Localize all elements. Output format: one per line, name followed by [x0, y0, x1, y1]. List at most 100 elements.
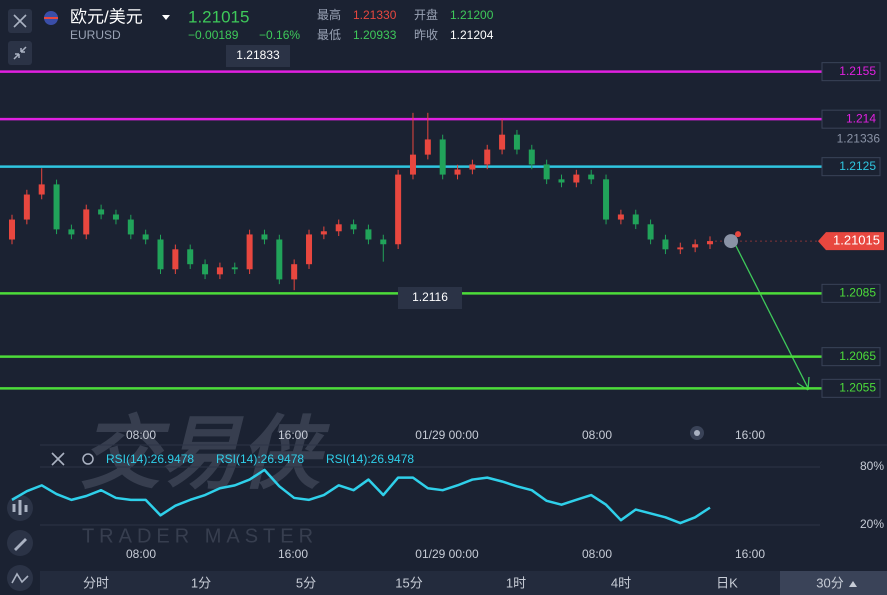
candle-body	[306, 234, 313, 265]
price-level-label: 1.2065	[839, 349, 876, 363]
prev-close-label: 昨收	[414, 28, 438, 42]
info-marker[interactable]	[724, 234, 738, 249]
candle-body	[409, 154, 416, 175]
high-label: 最高	[317, 7, 341, 22]
candle-body	[246, 234, 253, 270]
candle-body	[23, 194, 30, 220]
low-label: 最低	[317, 28, 341, 42]
symbol-code: EURUSD	[70, 28, 121, 42]
price-change-pct: −0.16%	[259, 28, 300, 42]
rsi-label: RSI(14):26.9478	[326, 452, 414, 466]
watermark-text: TRADER MASTER	[82, 525, 318, 547]
info-marker-dot	[735, 231, 741, 238]
rsi-line	[11, 468, 711, 525]
rsi-time-label: 16:00	[278, 547, 308, 561]
candle-body	[528, 149, 535, 165]
last-price-tag	[818, 232, 884, 251]
timeframe-tab[interactable]: 日K	[716, 575, 738, 590]
price-level-tag	[821, 283, 881, 303]
candle-body	[617, 214, 624, 220]
price-change: −0.00189	[188, 28, 239, 42]
price-level-label: 1.2055	[839, 381, 876, 395]
watermark-logo: 交易侠	[80, 409, 331, 498]
shrink-icon	[13, 46, 27, 60]
candle-body	[320, 231, 327, 235]
candle-body	[216, 267, 223, 275]
high-marker-label: 1.21336	[837, 132, 881, 146]
chart-layer: 1.2155 1.214 1.2125 1.2085 1.2065 1.2055 1.213…	[0, 45, 884, 590]
price-level-tag	[821, 62, 881, 82]
candle-body	[647, 224, 654, 240]
rsi-tick-label: 80%	[860, 459, 884, 473]
candle-body	[543, 164, 550, 180]
candle-body	[261, 234, 268, 240]
open-value: 1.21200	[450, 8, 494, 22]
price-level-tag	[821, 109, 881, 129]
candle-body	[603, 179, 610, 220]
timeframe-tab[interactable]: 分时	[83, 575, 109, 590]
left-toolbar	[7, 9, 94, 591]
candle-body	[231, 267, 238, 270]
rsi-label: RSI(14):26.9478	[216, 452, 304, 466]
candle-body	[38, 184, 45, 195]
tab-bar	[40, 571, 887, 595]
timeframe-tab[interactable]: 5分	[296, 575, 316, 590]
price-level-tag	[821, 157, 881, 177]
candle-body	[439, 139, 446, 175]
symbol-name[interactable]: 欧元/美元	[70, 7, 143, 26]
timeframe-tab[interactable]: 4时	[611, 575, 631, 590]
symbol-dropdown[interactable]	[162, 15, 170, 20]
time-label: 16:00	[278, 428, 308, 442]
candle-body	[573, 174, 580, 183]
candle-body	[350, 224, 357, 230]
tab-dropdown-icon	[849, 581, 857, 587]
price-level-tag	[821, 347, 881, 367]
timeframe-tab[interactable]: 30分	[816, 575, 843, 590]
candle-body	[112, 214, 119, 220]
candle-body	[9, 219, 15, 240]
header: 欧元/美元 EURUSD 1.21015 −0.00189 −0.16% 最高 …	[44, 7, 494, 42]
timeframe-tab[interactable]: 1时	[506, 575, 526, 590]
price-level-label: 1.2125	[839, 159, 876, 173]
time-label: 01/29 00:00	[415, 428, 479, 442]
candle-body	[127, 219, 134, 235]
candle-body	[469, 164, 476, 170]
low-value: 1.20933	[353, 28, 397, 42]
rsi-settings-icon[interactable]	[82, 453, 94, 465]
crosshair-label: 1.2116	[412, 290, 448, 304]
close-icon	[13, 14, 27, 28]
price-level-label: 1.2155	[839, 64, 876, 78]
rsi-time-label: 16:00	[735, 547, 765, 561]
watermark: 交易侠 TRADER MASTER	[80, 409, 331, 547]
candle-body	[424, 139, 431, 155]
candle-body	[677, 247, 684, 250]
rsi-time-label: 08:00	[582, 547, 612, 561]
candle-body	[588, 174, 595, 180]
candle-body	[454, 169, 461, 175]
candle-body	[484, 149, 491, 165]
candle-body	[187, 249, 194, 265]
rsi-label: RSI(14):26.9478	[106, 452, 194, 466]
candle-body	[335, 224, 342, 232]
candle-body	[632, 214, 639, 225]
rsi-tick-label: 20%	[860, 517, 884, 531]
timeframe-tab[interactable]: 1分	[191, 575, 211, 590]
trend-arrow	[734, 243, 809, 389]
draw-icon	[14, 538, 27, 551]
price-level-label: 1.2085	[839, 286, 876, 300]
candle-body	[83, 209, 90, 235]
prev-close-value: 1.21204	[450, 28, 494, 42]
candle-body	[291, 264, 298, 280]
active-tab-bg	[780, 571, 887, 595]
last-price: 1.21015	[188, 7, 249, 26]
rsi-close-icon[interactable]	[51, 452, 65, 466]
candle-body	[98, 209, 105, 215]
shrink-button[interactable]	[8, 41, 32, 65]
candle-body	[202, 264, 209, 275]
time-label: 08:00	[126, 428, 156, 442]
candle-body	[707, 241, 713, 245]
timeframe-tab[interactable]: 15分	[395, 575, 422, 590]
candle-body	[172, 249, 179, 270]
crosshair-label-bg	[398, 287, 462, 309]
